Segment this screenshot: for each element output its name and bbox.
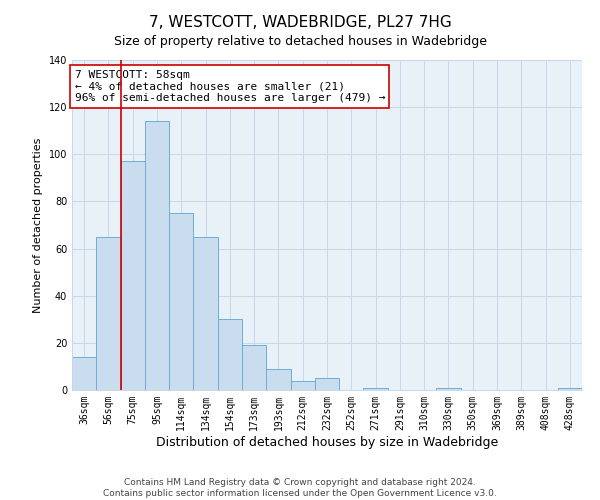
- Y-axis label: Number of detached properties: Number of detached properties: [33, 138, 43, 312]
- Bar: [436, 388, 461, 390]
- Text: Size of property relative to detached houses in Wadebridge: Size of property relative to detached ho…: [113, 35, 487, 48]
- Text: 7 WESTCOTT: 58sqm
← 4% of detached houses are smaller (21)
96% of semi-detached : 7 WESTCOTT: 58sqm ← 4% of detached house…: [74, 70, 385, 103]
- Bar: [266, 369, 290, 390]
- Bar: [121, 162, 145, 390]
- Bar: [315, 378, 339, 390]
- Bar: [145, 122, 169, 390]
- Bar: [242, 345, 266, 390]
- Bar: [364, 388, 388, 390]
- X-axis label: Distribution of detached houses by size in Wadebridge: Distribution of detached houses by size …: [156, 436, 498, 448]
- Bar: [558, 388, 582, 390]
- Bar: [72, 357, 96, 390]
- Bar: [169, 213, 193, 390]
- Bar: [193, 237, 218, 390]
- Bar: [96, 237, 121, 390]
- Text: Contains HM Land Registry data © Crown copyright and database right 2024.
Contai: Contains HM Land Registry data © Crown c…: [103, 478, 497, 498]
- Text: 7, WESTCOTT, WADEBRIDGE, PL27 7HG: 7, WESTCOTT, WADEBRIDGE, PL27 7HG: [149, 15, 451, 30]
- Bar: [290, 380, 315, 390]
- Bar: [218, 320, 242, 390]
